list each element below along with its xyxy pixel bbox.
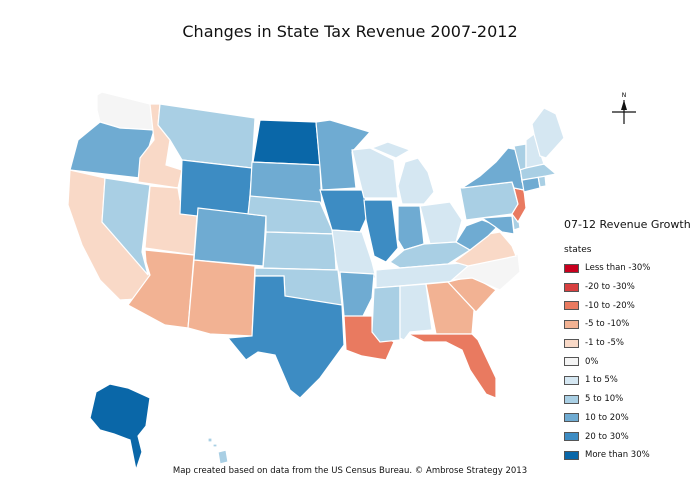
state-iowa[interactable] <box>319 189 371 233</box>
state-wisconsin[interactable] <box>351 147 399 199</box>
legend-item: -10 to -20% <box>564 296 694 315</box>
state-louisiana[interactable] <box>343 315 395 361</box>
legend-label: More than 30% <box>585 450 650 461</box>
state-alaska[interactable] <box>89 383 151 473</box>
legend-label: -5 to -10% <box>585 319 630 330</box>
state-illinois[interactable] <box>363 199 399 263</box>
state-hawaii[interactable] <box>207 437 229 465</box>
compass-rose: N <box>612 92 636 124</box>
state-georgia[interactable] <box>425 281 475 335</box>
legend-label: -1 to -5% <box>585 338 624 349</box>
legend-item: More than 30% <box>564 446 694 465</box>
legend-title: 07-12 Revenue Growth <box>564 218 691 231</box>
legend-label: 1 to 5% <box>585 375 618 386</box>
state-ohio[interactable] <box>419 201 463 245</box>
legend-label: -20 to -30% <box>585 282 635 293</box>
legend-swatch <box>564 375 579 385</box>
legend-item: 10 to 20% <box>564 409 694 428</box>
map-title: Changes in State Tax Revenue 2007-2012 <box>182 22 518 41</box>
legend-label: 0% <box>585 356 599 367</box>
state-arkansas[interactable] <box>339 271 375 319</box>
state-mississippi[interactable] <box>371 285 401 343</box>
legend-label: 10 to 20% <box>585 412 629 423</box>
legend-swatch <box>564 413 579 423</box>
legend-swatch <box>564 263 579 273</box>
state-shapes <box>67 91 565 473</box>
state-michigan[interactable] <box>370 141 435 205</box>
legend-label: 20 to 30% <box>585 431 629 442</box>
legend-subtitle: states <box>564 245 592 255</box>
state-colorado[interactable] <box>193 207 267 267</box>
legend-item: 0% <box>564 352 694 371</box>
legend-swatch <box>564 338 579 348</box>
map-footer-credit: Map created based on data from the US Ce… <box>172 466 528 476</box>
legend-label: Less than -30% <box>585 263 651 274</box>
state-north-dakota[interactable] <box>252 119 321 166</box>
state-maine[interactable] <box>531 107 565 159</box>
legend-label: 5 to 10% <box>585 394 624 405</box>
legend-swatch <box>564 357 579 367</box>
legend-swatch <box>564 394 579 404</box>
legend-swatch <box>564 432 579 442</box>
state-north-carolina[interactable] <box>450 253 521 291</box>
state-new-hampshire[interactable] <box>525 133 545 169</box>
legend-swatch <box>564 301 579 311</box>
legend-item: 20 to 30% <box>564 427 694 446</box>
state-nevada[interactable] <box>101 177 151 276</box>
legend-swatch <box>564 319 579 329</box>
legend-item: Less than -30% <box>564 259 694 278</box>
compass-north-label: N <box>622 92 627 99</box>
legend-item: 1 to 5% <box>564 371 694 390</box>
legend-swatch <box>564 282 579 292</box>
state-florida[interactable] <box>407 333 497 399</box>
legend-item: -1 to -5% <box>564 334 694 353</box>
legend-label: -10 to -20% <box>585 300 635 311</box>
legend-swatch <box>564 450 579 460</box>
legend-item: -5 to -10% <box>564 315 694 334</box>
state-new-mexico[interactable] <box>187 259 256 337</box>
state-maryland[interactable] <box>480 215 515 235</box>
state-montana[interactable] <box>157 103 256 169</box>
state-texas[interactable] <box>226 275 345 399</box>
state-kansas[interactable] <box>262 231 337 271</box>
legend-item: -20 to -30% <box>564 278 694 297</box>
state-indiana[interactable] <box>397 205 425 251</box>
legend-item: 5 to 10% <box>564 390 694 409</box>
legend: 07-12 Revenue Growth states Less than -3… <box>564 218 694 465</box>
